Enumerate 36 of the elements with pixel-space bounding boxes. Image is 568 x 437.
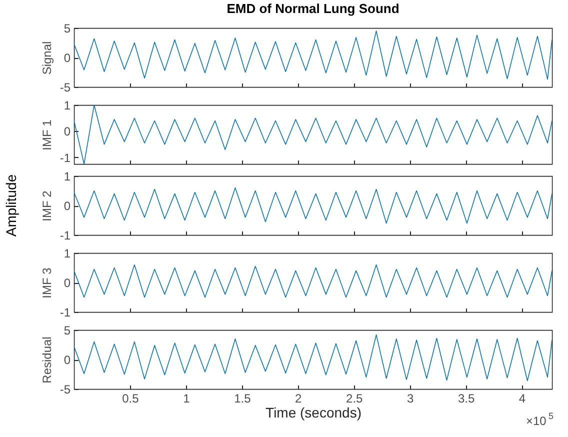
y-tick-label: 1 xyxy=(64,246,71,260)
x-tick-label: 2.5 xyxy=(346,392,364,406)
y-axis-title: IMF 1 xyxy=(40,119,54,150)
y-tick-label: -1 xyxy=(60,150,71,165)
x-tick-label: 2 xyxy=(295,392,302,406)
line-series xyxy=(74,334,552,382)
y-axis-title: IMF 3 xyxy=(40,267,54,298)
line-series xyxy=(74,187,552,224)
y-tick-label: 5 xyxy=(64,22,71,36)
y-axis-title: IMF 2 xyxy=(40,190,54,222)
x-tick-label: 1 xyxy=(183,392,190,406)
y-axis-title: Signal xyxy=(40,41,54,75)
y-tick-label: 5 xyxy=(64,324,71,338)
y-tick-label: -5 xyxy=(60,80,71,94)
y-tick-label: 0 xyxy=(64,276,71,290)
chart-title: EMD of Normal Lung Sound xyxy=(226,1,400,16)
y-tick-label: -5 xyxy=(60,382,71,396)
text: Amplitude xyxy=(3,174,19,237)
x-axis-title: Time (seconds) xyxy=(266,404,362,420)
x-tick-label: 4 xyxy=(518,392,526,406)
x-tick-label: 1.5 xyxy=(234,392,252,406)
y-tick-label: 0 xyxy=(64,353,71,367)
y-axis-title: Residual xyxy=(40,336,54,384)
y-tick-label: 0 xyxy=(64,51,71,65)
y-tick-label: 1 xyxy=(64,98,71,112)
y-tick-label: 1 xyxy=(64,170,71,184)
y-tick-label: 0 xyxy=(64,124,71,139)
line-series xyxy=(74,30,552,80)
y-tick-label: 0 xyxy=(64,199,71,213)
x-tick-label: 3 xyxy=(406,392,414,406)
x-tick-label: 0.5 xyxy=(122,392,140,406)
line-series xyxy=(74,264,552,298)
y-tick-label: -1 xyxy=(60,306,71,320)
line-series xyxy=(74,105,552,164)
y-tick-label: -1 xyxy=(60,228,71,242)
x-tick-label: 3.5 xyxy=(458,392,475,406)
